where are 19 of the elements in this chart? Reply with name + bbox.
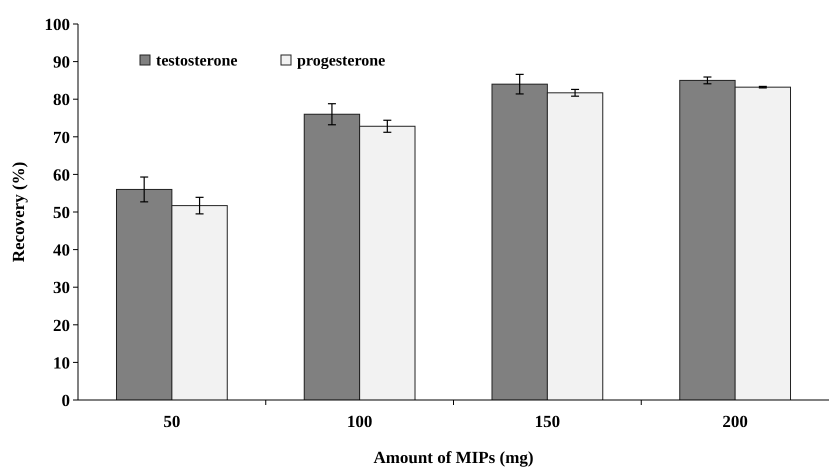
y-tick-label: 50 [53, 202, 70, 222]
y-tick-label: 10 [53, 353, 70, 372]
x-axis-title: Amount of MIPs (mg) [373, 448, 534, 467]
y-tick-label: 40 [53, 240, 70, 260]
y-tick-label: 30 [53, 278, 70, 298]
legend-label: progesterone [297, 52, 386, 70]
x-tick-label: 150 [534, 412, 560, 431]
y-tick-label: 90 [53, 52, 70, 72]
x-tick-label: 100 [346, 412, 372, 431]
y-tick-label: 60 [53, 165, 70, 184]
y-tick-label: 0 [62, 390, 70, 410]
y-tick-label: 100 [44, 14, 70, 34]
x-tick-label: 50 [163, 412, 180, 431]
y-tick-label: 80 [53, 90, 70, 110]
legend-label: testosterone [156, 52, 238, 70]
y-tick-label: 20 [53, 316, 70, 335]
y-axis-title: Recovery (%) [9, 162, 28, 262]
x-tick-label: 200 [722, 412, 748, 431]
y-tick-label: 70 [53, 128, 70, 147]
